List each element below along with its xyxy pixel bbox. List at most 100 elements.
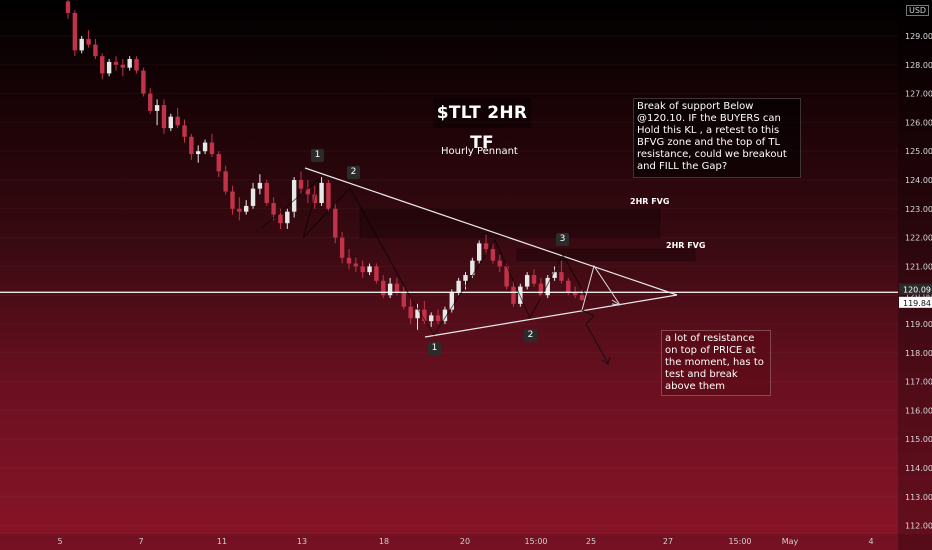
y-tick-label: 119.00 — [905, 320, 932, 329]
candle-body — [422, 309, 427, 322]
fvg-label-lower: 2HR FVG — [666, 241, 706, 250]
candle-body — [367, 266, 372, 273]
fvg-label-upper: 2HR FVG — [630, 197, 670, 206]
x-tick-label: 20 — [460, 537, 470, 546]
candle-body — [79, 38, 84, 51]
fvg-zone — [359, 208, 661, 239]
resistance-trendline — [304, 167, 678, 296]
candle-body — [189, 136, 194, 155]
candle-body — [463, 275, 468, 281]
candle-body — [579, 295, 585, 300]
candle-body — [65, 1, 71, 13]
candle-body — [305, 188, 311, 195]
candle-body — [93, 44, 98, 57]
candle-body — [559, 272, 564, 281]
y-tick-label: 116.00 — [905, 406, 932, 415]
x-tick-label: 15:00 — [524, 537, 547, 546]
candle-body — [202, 142, 208, 152]
price-label: 119.84 — [903, 299, 931, 308]
price-label-bg — [899, 283, 932, 295]
y-tick-label: 113.00 — [905, 493, 932, 502]
candle-body — [477, 243, 482, 261]
time-axis-bg — [0, 534, 932, 550]
candle-body — [456, 280, 461, 293]
candle-body — [86, 38, 91, 45]
candle-body — [161, 105, 167, 129]
candle-body — [182, 125, 187, 137]
candle-body — [415, 309, 420, 319]
candle-body — [72, 12, 78, 51]
projected-path — [581, 264, 621, 311]
candle-body — [504, 266, 509, 287]
time-axis[interactable]: 5 7 11 13 18 20 15:00 25 27 15:00 May 4 — [0, 534, 932, 550]
y-tick-label: 127.00 — [905, 90, 932, 99]
analysis-note-bottom[interactable]: a lot of resistance on top of PRICE at t… — [661, 330, 771, 396]
candle-body — [566, 280, 571, 293]
candle-body — [483, 243, 489, 250]
candle-body — [374, 266, 379, 281]
breakdown-arrowhead — [601, 356, 611, 365]
price-axis[interactable]: 129.00 128.00 127.00 126.00 125.00 124.00 123.… — [898, 0, 932, 550]
wave-label-1: 1 — [311, 149, 324, 162]
candle-body — [524, 275, 530, 287]
x-tick-label: 27 — [663, 537, 673, 546]
candle-body — [264, 182, 269, 204]
candle-body — [243, 205, 249, 212]
x-tick-label: 11 — [217, 537, 227, 546]
currency-label[interactable]: USD — [906, 5, 930, 16]
candle-body — [250, 188, 256, 206]
support-trendline — [424, 294, 678, 338]
x-tick-label: 5 — [57, 537, 62, 546]
candle-body — [511, 286, 516, 304]
y-tick-label: 125.00 — [905, 147, 932, 156]
candle-body — [435, 315, 441, 322]
candle-body — [497, 260, 502, 267]
x-tick-label: 13 — [297, 537, 307, 546]
y-tick-label: 124.00 — [905, 176, 932, 185]
candle-body — [518, 286, 523, 304]
y-tick-label: 128.00 — [905, 61, 932, 70]
candle-body — [148, 93, 153, 111]
candle-body — [333, 208, 338, 238]
analysis-note-top[interactable]: Break of support Below @120.10. IF the B… — [633, 98, 801, 178]
candle-body — [168, 116, 173, 129]
candle-body — [538, 283, 544, 296]
candle-body — [285, 211, 290, 224]
y-tick-label: 117.00 — [905, 378, 932, 387]
candle-body — [346, 257, 352, 264]
candle-body — [120, 64, 126, 68]
y-tick-label: 129.00 — [905, 32, 932, 41]
price-label: 120.09 — [903, 286, 931, 295]
candle-body — [127, 59, 132, 68]
candle-body — [278, 214, 283, 224]
candle-body — [470, 260, 475, 276]
candle-body — [449, 292, 454, 310]
wave-label-1-low: 1 — [428, 342, 441, 355]
candle-body — [353, 263, 359, 267]
candle-body — [271, 203, 276, 215]
wave-label-2-low: 2 — [524, 329, 537, 342]
wave-path — [261, 176, 589, 336]
candle-body — [319, 182, 324, 204]
candle-body — [154, 105, 160, 111]
candle-body — [326, 182, 331, 209]
candle-body — [381, 280, 386, 296]
breakdown-path — [581, 309, 609, 364]
candle-body — [408, 306, 413, 319]
y-tick-label: 123.00 — [905, 205, 932, 214]
candle-body — [141, 70, 146, 94]
candle-body — [339, 237, 345, 258]
chart-title: $TLT 2HR TF — [433, 98, 531, 153]
candle-body — [552, 272, 557, 278]
wave-label-2: 2 — [347, 166, 360, 179]
candle-body — [196, 151, 201, 155]
candlestick-series — [65, 0, 585, 330]
x-tick-label: 18 — [379, 537, 389, 546]
pattern-label: Hourly Pennant — [441, 146, 518, 157]
candle-body — [360, 266, 365, 273]
candle-body — [490, 249, 496, 261]
y-tick-label: 120.00 — [905, 291, 932, 300]
candle-body — [113, 61, 119, 65]
candle-body — [175, 116, 180, 126]
